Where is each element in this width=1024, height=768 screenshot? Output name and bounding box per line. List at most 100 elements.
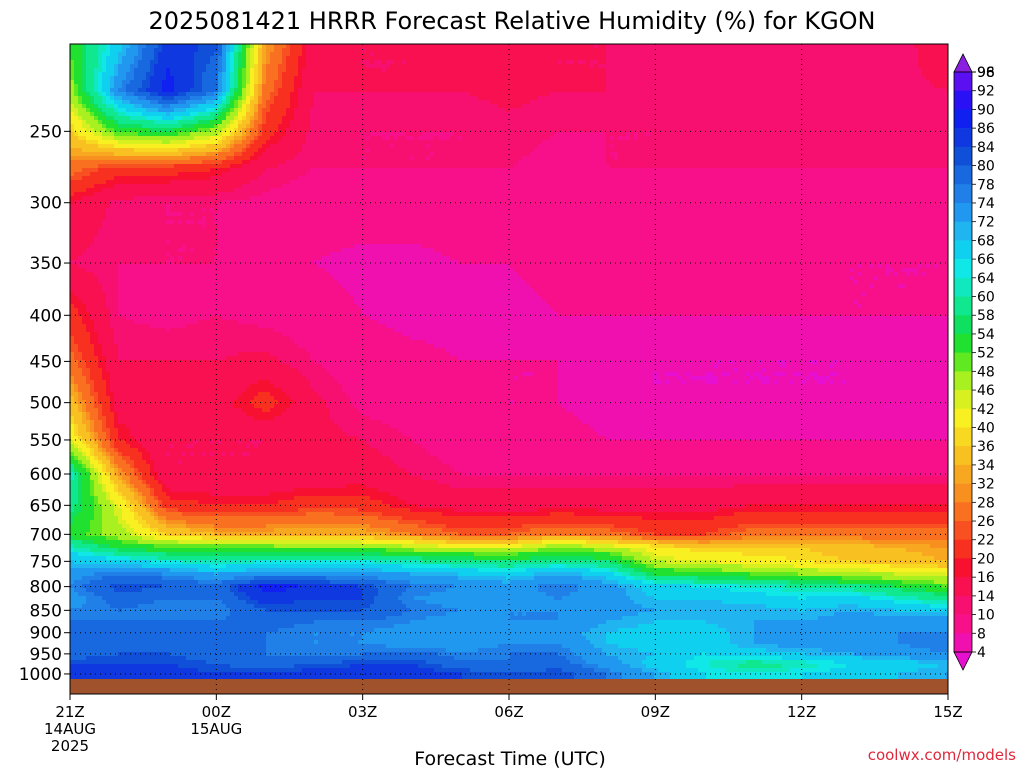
rh-cell [454, 68, 459, 73]
rh-cell [314, 88, 319, 93]
rh-cell [358, 100, 363, 105]
rh-cell [198, 76, 203, 81]
rh-cell [710, 124, 715, 129]
rh-cell [774, 92, 779, 97]
rh-cell [826, 108, 831, 113]
rh-cell [730, 52, 735, 57]
rh-cell [806, 64, 811, 69]
rh-cell [390, 116, 395, 121]
rh-cell [642, 104, 647, 109]
rh-cell [854, 92, 859, 97]
rh-cell [878, 116, 883, 121]
rh-cell [314, 100, 319, 105]
rh-cell [790, 96, 795, 101]
rh-cell [678, 72, 683, 77]
rh-cell [874, 92, 879, 97]
rh-cell [134, 44, 139, 49]
rh-cell [862, 44, 867, 49]
rh-cell [794, 96, 799, 101]
rh-cell [558, 124, 563, 129]
rh-cell [386, 44, 391, 49]
rh-cell [178, 56, 183, 61]
rh-cell [338, 80, 343, 85]
rh-cell [786, 100, 791, 105]
rh-cell [642, 76, 647, 81]
rh-cell [558, 76, 563, 81]
rh-cell [638, 76, 643, 81]
rh-cell [814, 64, 819, 69]
rh-cell [178, 120, 183, 125]
rh-cell [274, 80, 279, 85]
rh-cell [342, 96, 347, 101]
rh-cell [638, 80, 643, 85]
rh-cell [814, 48, 819, 53]
rh-cell [794, 52, 799, 57]
rh-cell [910, 120, 915, 125]
rh-cell [530, 52, 535, 57]
rh-cell [498, 96, 503, 101]
rh-cell [878, 92, 883, 97]
rh-cell [86, 132, 91, 137]
rh-cell [186, 52, 191, 57]
rh-cell [918, 108, 923, 113]
rh-cell [658, 52, 663, 57]
rh-cell [118, 84, 123, 89]
rh-cell [150, 80, 155, 85]
rh-cell [482, 56, 487, 61]
rh-cell [890, 92, 895, 97]
rh-cell [550, 68, 555, 73]
rh-cell [74, 48, 79, 53]
rh-cell [130, 120, 135, 125]
rh-cell [390, 56, 395, 61]
rh-cell [410, 116, 415, 121]
rh-cell [250, 48, 255, 53]
rh-cell [690, 80, 695, 85]
rh-cell [706, 60, 711, 65]
rh-cell [70, 120, 75, 125]
rh-cell [338, 64, 343, 69]
rh-cell [430, 96, 435, 101]
rh-cell [942, 108, 947, 113]
rh-cell [878, 128, 883, 133]
rh-cell [590, 96, 595, 101]
rh-cell [126, 124, 131, 129]
rh-cell [74, 60, 79, 65]
rh-cell [86, 76, 91, 81]
rh-cell [270, 64, 275, 69]
rh-cell [790, 68, 795, 73]
rh-cell [646, 76, 651, 81]
rh-cell [154, 64, 159, 69]
rh-cell [250, 124, 255, 129]
rh-cell [946, 104, 949, 109]
rh-cell [542, 52, 547, 57]
rh-cell [714, 64, 719, 69]
rh-cell [250, 92, 255, 97]
rh-cell [902, 60, 907, 65]
rh-cell [726, 128, 731, 133]
rh-cell [110, 104, 115, 109]
rh-cell [730, 76, 735, 81]
rh-cell [554, 72, 559, 77]
rh-cell [498, 84, 503, 89]
rh-cell [458, 104, 463, 109]
rh-cell [846, 84, 851, 89]
rh-cell [534, 80, 539, 85]
rh-cell [726, 52, 731, 57]
rh-cell [166, 60, 171, 65]
rh-cell [382, 104, 387, 109]
rh-cell [478, 116, 483, 121]
rh-cell [458, 56, 463, 61]
rh-cell [798, 76, 803, 81]
rh-cell [382, 128, 387, 133]
rh-cell [202, 68, 207, 73]
rh-cell [874, 112, 879, 117]
rh-cell [462, 96, 467, 101]
rh-cell [650, 64, 655, 69]
rh-cell [598, 124, 603, 129]
rh-cell [926, 76, 931, 81]
rh-cell [534, 44, 539, 49]
rh-cell [482, 68, 487, 73]
rh-cell [306, 108, 311, 113]
rh-cell [922, 68, 927, 73]
rh-cell [490, 60, 495, 65]
